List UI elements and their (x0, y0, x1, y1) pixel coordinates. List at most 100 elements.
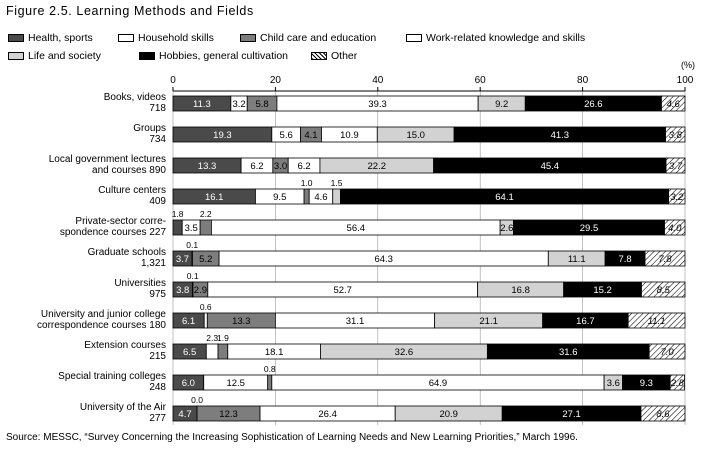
data-label: 9.5 (273, 192, 286, 203)
category-sample-size: 215 (149, 351, 166, 362)
category-sample-size: and courses 890 (92, 165, 166, 176)
bar-segment (205, 343, 219, 360)
data-label: 3.8 (176, 285, 189, 296)
data-label: 13.3 (198, 161, 217, 172)
category-sample-size: correspondence courses 180 (37, 320, 166, 331)
data-label: 19.3 (213, 130, 232, 141)
data-label: 15.0 (406, 130, 425, 141)
category-label: Groups (133, 123, 166, 134)
category-sample-size: 718 (149, 103, 166, 114)
bar-segment (664, 219, 686, 236)
data-label: 3.2 (232, 99, 245, 110)
data-label: 29.5 (580, 223, 599, 234)
x-tick-label: 60 (475, 75, 487, 86)
data-label: 22.2 (368, 161, 387, 172)
data-label: 3.7 (176, 254, 189, 265)
data-label: 3.2 (670, 192, 684, 203)
data-label: 56.4 (347, 223, 366, 234)
data-label: 2.3 (206, 333, 218, 343)
data-label: 16.1 (205, 192, 224, 203)
legend-swatch (8, 52, 24, 60)
chart-title: Figure 2.5. Learning Methods and Fields (6, 4, 254, 18)
data-label: 26.6 (584, 99, 603, 110)
x-tick-label: 80 (577, 75, 589, 86)
category-sample-size: 248 (149, 382, 166, 393)
data-label: 11.1 (648, 316, 666, 327)
data-label: 18.1 (265, 347, 284, 358)
data-label: 64.1 (495, 192, 514, 203)
bar-segment (665, 157, 686, 174)
category-sample-size: spondence courses 227 (60, 227, 167, 238)
bar-segment (203, 312, 208, 329)
data-label: 64.3 (374, 254, 393, 265)
data-label: 4.6 (314, 192, 327, 203)
legend-item: Other (311, 50, 357, 62)
data-label: 31.6 (559, 347, 578, 358)
data-label: 7.8 (618, 254, 631, 265)
data-label: 45.4 (541, 161, 560, 172)
data-label: 16.7 (576, 316, 595, 327)
data-label: 4.6 (667, 99, 681, 110)
legend-label: Life and society (28, 50, 101, 62)
bar-segment (665, 126, 686, 143)
data-label: 1.9 (217, 333, 229, 343)
bar-segment (303, 188, 310, 205)
legend-swatch (8, 34, 24, 42)
legend-swatch (406, 34, 422, 42)
data-label: 8.5 (657, 285, 671, 296)
data-label: 11.1 (568, 254, 586, 265)
data-label: 27.1 (562, 409, 581, 420)
data-label: 5.2 (199, 254, 212, 265)
legend-item: Hobbies, general cultivation (139, 50, 288, 62)
data-label: 0.1 (187, 271, 199, 281)
category-label: Graduate schools (88, 247, 166, 258)
data-label: 1.0 (301, 178, 313, 188)
source-note: Source: MESSC, “Survey Concerning the In… (6, 432, 578, 443)
data-label: 3.6 (607, 378, 620, 389)
chart-legend: Health, sports Household skills Child care… (0, 0, 709, 70)
data-label: 4.7 (178, 409, 191, 420)
data-label: 1.8 (172, 209, 184, 219)
category-label: Private-sector corre- (75, 216, 166, 227)
bar-segment (172, 219, 183, 236)
data-label: 2.2 (200, 209, 212, 219)
category-sample-size: 277 (149, 413, 166, 424)
data-label: 6.1 (182, 316, 195, 327)
category-label: Books, videos (104, 92, 166, 103)
data-label: 6.2 (250, 161, 263, 172)
category-label: Culture centers (98, 185, 166, 196)
data-label: 12.3 (219, 409, 238, 420)
legend-swatch (139, 52, 155, 60)
data-label: 2.6 (500, 223, 513, 234)
data-label: 5.8 (255, 99, 268, 110)
legend-label: Other (331, 50, 358, 62)
data-label: 9.2 (495, 99, 508, 110)
data-label: 2.9 (194, 285, 207, 296)
data-label: 10.9 (340, 130, 359, 141)
data-label: 32.6 (395, 347, 414, 358)
x-tick-label: 0 (170, 75, 176, 86)
data-label: 64.9 (429, 378, 448, 389)
legend-item: Work-related knowledge and skills (406, 32, 585, 44)
data-label: 3.8 (669, 130, 683, 141)
bar-segment (648, 343, 686, 360)
bar-segment (199, 219, 212, 236)
data-label: 21.1 (479, 316, 498, 327)
bar-segment (332, 188, 341, 205)
legend-item: Life and society (8, 50, 101, 62)
bar-segment (641, 281, 686, 298)
data-label: 12.5 (226, 378, 245, 389)
data-label: 6.5 (183, 347, 196, 358)
legend-label: Hobbies, general cultivation (159, 50, 288, 62)
data-label: 0.1 (186, 240, 198, 250)
data-label: 3.5 (185, 223, 198, 234)
data-label: 26.4 (318, 409, 337, 420)
legend-swatch (240, 34, 256, 42)
data-label: 7.8 (658, 254, 672, 265)
data-label: 0.6 (200, 302, 212, 312)
data-label: 4.1 (304, 130, 317, 141)
data-label: 52.7 (333, 285, 352, 296)
data-label: 3.0 (274, 161, 287, 172)
bar-segment (668, 188, 686, 205)
legend-label: Child care and education (260, 32, 377, 44)
